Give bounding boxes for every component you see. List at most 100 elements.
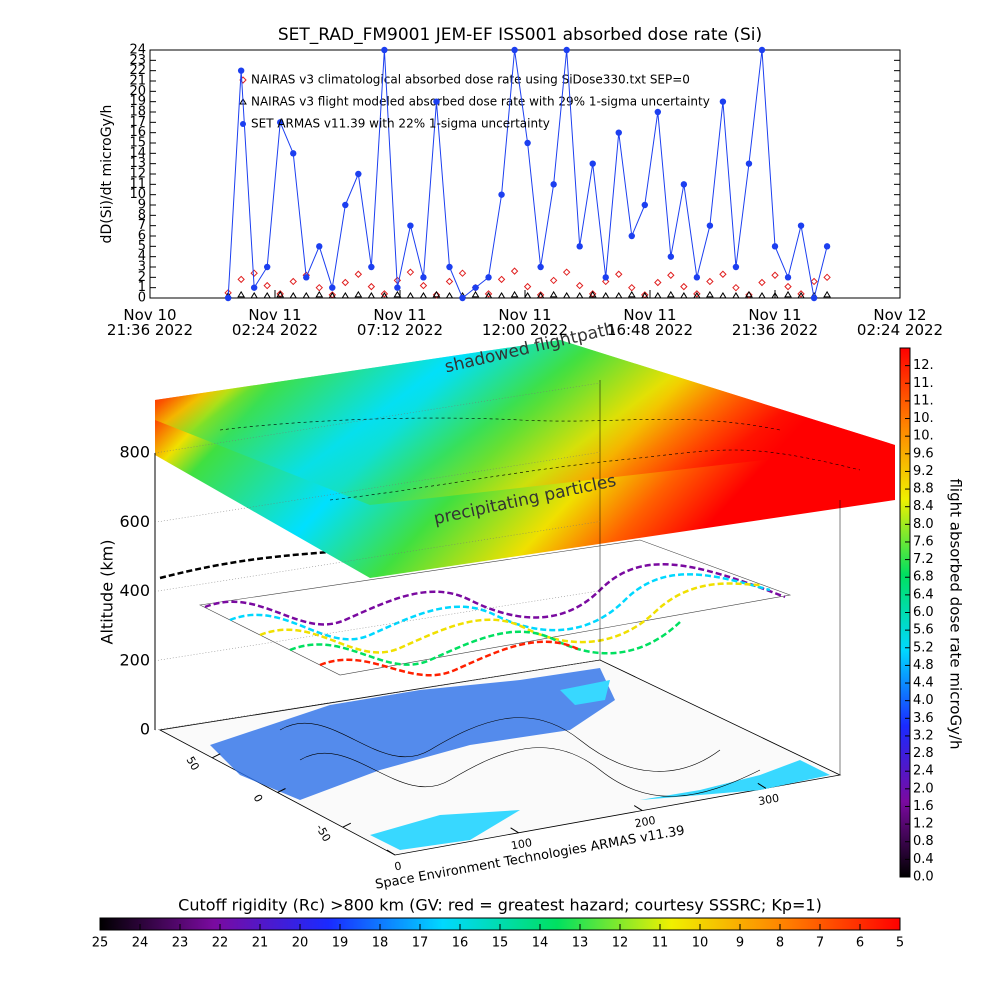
point — [445, 291, 454, 299]
point — [628, 232, 635, 240]
point — [498, 191, 505, 198]
point — [303, 274, 310, 281]
legend-label: NAIRAS v3 climatological absorbed dose r… — [251, 73, 690, 87]
point — [667, 271, 675, 279]
colorbar-tick-label: 8.8 — [913, 482, 934, 497]
point — [576, 243, 583, 250]
colorbar-tick-label: 18 — [372, 936, 389, 951]
point — [758, 278, 766, 287]
y-axis-label: dD(Si)/dt microGy/h — [99, 105, 115, 244]
point — [380, 291, 389, 299]
point — [784, 274, 792, 281]
z-tick-label: 600 — [119, 512, 150, 531]
point — [354, 290, 363, 298]
colorbar-tick-label: 10 — [692, 936, 709, 951]
point — [719, 270, 727, 278]
slab-top — [155, 340, 895, 505]
point — [588, 290, 597, 298]
point — [797, 222, 805, 229]
point — [433, 98, 440, 105]
colorbar-tick-label: 16 — [452, 936, 469, 951]
x-tick-label: Nov 10 21:36 2022 — [106, 306, 194, 339]
point — [289, 277, 297, 286]
y-tick-label: 8 — [138, 208, 146, 223]
x-tick-label: Nov 11 07:12 2022 — [356, 306, 444, 339]
point — [823, 273, 831, 282]
point — [237, 290, 246, 298]
colorbar-tick-label: 9.2 — [913, 464, 934, 479]
colorbar-tick-label: 12. — [913, 358, 934, 373]
point — [745, 160, 753, 167]
colorbar-tick-label: 15 — [492, 936, 509, 951]
point — [263, 281, 271, 290]
y-tick-label: -50 — [313, 822, 333, 844]
y-tick — [211, 753, 221, 759]
point — [641, 201, 648, 209]
point — [250, 284, 258, 291]
x-tick-label: Nov 11 16:48 2022 — [606, 306, 694, 339]
colorbar-tick-label: 19 — [332, 936, 349, 951]
series-line — [227, 49, 828, 299]
y-tick-label: 18 — [129, 105, 146, 120]
colorbar-tick-label: 2.4 — [913, 764, 934, 779]
point — [810, 294, 818, 302]
point — [263, 291, 272, 299]
point — [666, 290, 675, 298]
point — [393, 290, 402, 298]
plot-frame — [149, 49, 901, 299]
point — [342, 201, 349, 209]
colorbar-tick-label: 4.4 — [913, 676, 934, 691]
y-tick-label: 5 — [138, 239, 146, 254]
point — [380, 290, 389, 298]
point — [459, 294, 466, 302]
point — [562, 291, 571, 299]
landmass — [370, 810, 520, 850]
point — [406, 291, 415, 299]
legend-symbol — [240, 121, 246, 127]
point — [367, 291, 376, 299]
y-tick-label: 11 — [129, 177, 146, 192]
z-tick-label: 800 — [119, 443, 150, 462]
landmass — [640, 760, 830, 800]
x-tick-label: Nov 11 21:36 2022 — [731, 306, 819, 339]
y-tick-label: 0 — [251, 792, 266, 805]
point — [355, 170, 362, 178]
colorbar-tick-label: 0.8 — [913, 834, 934, 849]
y-tick-label: 50 — [184, 754, 202, 773]
point — [237, 67, 245, 74]
point — [615, 270, 623, 278]
point — [432, 290, 441, 298]
colorbar-tick-label: 6.4 — [913, 587, 934, 602]
point — [276, 290, 285, 298]
point — [367, 282, 376, 291]
point — [562, 268, 571, 276]
colorbar-tick-label: 5 — [896, 936, 904, 951]
x-tick-label: Nov 11 12:00 2022 — [481, 306, 569, 339]
colorbar-tick-label: 17 — [412, 936, 429, 951]
colorbar-tick-label: 6.0 — [913, 605, 934, 620]
point — [446, 263, 453, 271]
point — [537, 263, 544, 271]
colorbar-tick-label: 0.0 — [913, 870, 934, 885]
flight-plane — [199, 539, 792, 676]
point — [432, 291, 441, 299]
point — [420, 274, 427, 281]
colorbar-tick-label: 1.6 — [913, 799, 934, 814]
x-tick — [757, 782, 767, 789]
y-tick-label: 22 — [129, 63, 146, 78]
x-tick — [386, 849, 396, 856]
point — [250, 269, 258, 277]
point — [484, 291, 493, 299]
colorbar-tick-label: 10. — [913, 429, 934, 444]
colorbar-tick-label: 9.6 — [913, 446, 934, 461]
point — [315, 283, 323, 292]
y-tick-label: 3 — [138, 260, 146, 275]
colorbar-tick-label: 7.2 — [913, 552, 934, 567]
point — [640, 291, 649, 299]
point — [745, 291, 753, 299]
point — [680, 282, 688, 291]
point — [771, 243, 779, 250]
point — [732, 263, 740, 271]
y-tick-label: 15 — [129, 136, 146, 151]
